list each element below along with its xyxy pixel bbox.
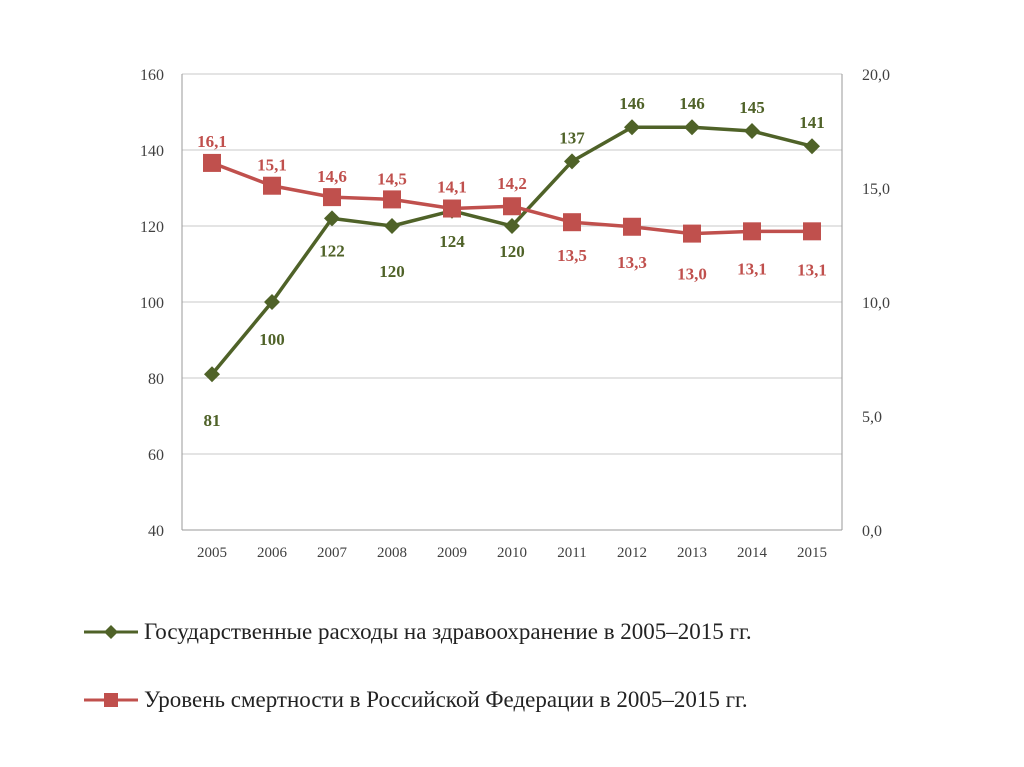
data-label: 13,0 bbox=[677, 265, 707, 284]
data-point bbox=[504, 218, 520, 234]
data-label: 122 bbox=[319, 241, 345, 260]
data-label: 13,1 bbox=[737, 259, 767, 278]
data-point bbox=[623, 217, 641, 236]
legend-item-mortality: Уровень смертности в Российской Федераци… bbox=[82, 680, 748, 720]
legend-label-mortality: Уровень смертности в Российской Федераци… bbox=[144, 687, 748, 712]
data-label: 14,6 bbox=[317, 167, 347, 186]
data-label: 120 bbox=[499, 242, 525, 261]
data-point bbox=[203, 153, 221, 172]
data-point bbox=[204, 366, 220, 383]
data-label: 14,1 bbox=[437, 178, 467, 197]
data-point bbox=[564, 153, 580, 170]
data-label: 146 bbox=[619, 94, 645, 113]
data-label: 14,2 bbox=[497, 174, 527, 193]
x-tick-label: 2009 bbox=[437, 545, 467, 561]
data-point bbox=[743, 222, 761, 241]
data-point bbox=[684, 119, 700, 136]
legend-swatch-spending bbox=[82, 622, 140, 642]
data-label: 81 bbox=[204, 411, 221, 430]
x-tick-label: 2013 bbox=[677, 545, 707, 561]
data-point bbox=[563, 213, 581, 232]
data-label: 16,1 bbox=[197, 132, 227, 151]
y-right-tick-label: 20,0 bbox=[862, 67, 890, 84]
data-label: 146 bbox=[679, 94, 705, 113]
data-point bbox=[383, 190, 401, 209]
legend-item-spending: Государственные расходы на здравоохранен… bbox=[82, 612, 752, 652]
data-point bbox=[324, 210, 340, 227]
y-left-tick-label: 60 bbox=[148, 447, 164, 464]
y-left-tick-label: 100 bbox=[140, 295, 164, 312]
data-point bbox=[264, 294, 280, 310]
y-right-tick-label: 0,0 bbox=[862, 523, 882, 540]
data-label: 15,1 bbox=[257, 156, 287, 175]
data-label: 13,5 bbox=[557, 246, 587, 265]
x-tick-label: 2011 bbox=[557, 545, 586, 561]
data-label: 100 bbox=[259, 330, 285, 349]
y-left-tick-label: 80 bbox=[148, 371, 164, 388]
x-tick-label: 2006 bbox=[257, 545, 288, 561]
data-label: 120 bbox=[379, 262, 405, 281]
x-tick-label: 2012 bbox=[617, 545, 647, 561]
data-point bbox=[263, 176, 281, 195]
data-point bbox=[384, 218, 400, 234]
x-tick-label: 2014 bbox=[737, 545, 768, 561]
y-right-tick-label: 15,0 bbox=[862, 181, 890, 198]
data-label: 13,1 bbox=[797, 260, 827, 279]
x-tick-label: 2010 bbox=[497, 545, 527, 561]
data-label: 124 bbox=[439, 232, 465, 251]
x-tick-label: 2015 bbox=[797, 545, 827, 561]
data-label: 13,3 bbox=[617, 253, 647, 272]
data-label: 137 bbox=[559, 128, 585, 147]
x-tick-label: 2005 bbox=[197, 545, 227, 561]
y-left-tick-label: 40 bbox=[148, 523, 164, 540]
legend-swatch-mortality bbox=[82, 690, 140, 710]
data-label: 14,5 bbox=[377, 169, 407, 188]
legend-label-spending: Государственные расходы на здравоохранен… bbox=[144, 619, 752, 644]
data-point bbox=[683, 224, 701, 243]
data-point bbox=[323, 188, 341, 207]
data-point bbox=[624, 119, 640, 136]
data-label: 145 bbox=[739, 98, 765, 117]
data-point bbox=[744, 123, 760, 139]
x-tick-label: 2007 bbox=[317, 545, 348, 561]
y-right-tick-label: 5,0 bbox=[862, 409, 882, 426]
data-label: 141 bbox=[799, 113, 825, 132]
y-left-tick-label: 160 bbox=[140, 67, 164, 84]
y-right-tick-label: 10,0 bbox=[862, 295, 890, 312]
data-point bbox=[804, 138, 820, 155]
data-point bbox=[443, 199, 461, 218]
data-point bbox=[803, 222, 821, 241]
chart-svg: 40 60 80 100 120 140 160 0,0 5,0 10,0 15,0 20,0 2005… bbox=[140, 67, 890, 561]
y-left-tick-label: 120 bbox=[140, 219, 164, 236]
y-left-tick-label: 140 bbox=[140, 143, 164, 160]
x-tick-label: 2008 bbox=[377, 545, 407, 561]
data-point bbox=[503, 197, 521, 216]
